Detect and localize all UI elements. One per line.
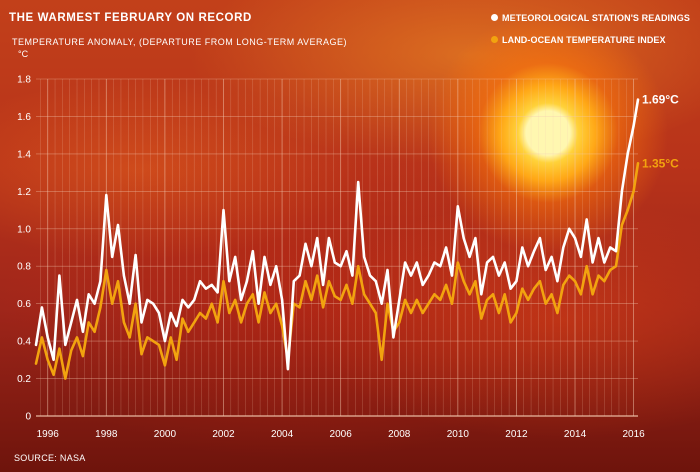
x-tick-label: 2012 [505, 429, 528, 440]
y-tick-label: 1.8 [17, 75, 31, 86]
x-tick-label: 1996 [37, 429, 60, 440]
series-line-land-ocean [34, 162, 640, 380]
source-note: SOURCE: NASA [14, 453, 86, 463]
legend-item-land-ocean: LAND-OCEAN TEMPERATURE INDEX [491, 35, 666, 45]
series-line-station [34, 98, 640, 371]
x-tick-label: 2002 [212, 429, 235, 440]
chart-title: THE WARMEST FEBRUARY ON RECORD [9, 12, 252, 24]
y-tick-label: 0.4 [17, 337, 31, 348]
y-tick-label: 0.8 [17, 262, 31, 273]
legend-swatch-station [491, 14, 498, 21]
legend-item-station: METEOROLOGICAL STATION'S READINGS [491, 13, 690, 23]
y-tick-label: 0 [25, 412, 31, 423]
y-tick-label: 0.6 [17, 299, 31, 310]
x-tick-label: 1998 [95, 429, 118, 440]
legend-swatch-land-ocean [491, 36, 498, 43]
chart-subtitle: TEMPERATURE ANOMALY, (DEPARTURE FROM LON… [12, 37, 348, 47]
x-tick-label: 2004 [271, 429, 294, 440]
end-label-station: 1.69°C [642, 93, 679, 107]
y-tick-label: 1.4 [17, 149, 31, 160]
legend-label-land-ocean: LAND-OCEAN TEMPERATURE INDEX [502, 35, 666, 45]
x-tick-label: 2006 [330, 429, 353, 440]
x-tick-label: 2014 [564, 429, 587, 440]
x-tick-label: 2016 [622, 429, 645, 440]
y-tick-label: 1.2 [17, 187, 31, 198]
legend-label-station: METEOROLOGICAL STATION'S READINGS [502, 13, 690, 23]
end-label-land-ocean: 1.35°C [642, 156, 679, 170]
y-tick-label: 1.6 [17, 112, 31, 123]
y-axis-unit: °C [18, 49, 29, 59]
y-tick-label: 0.2 [17, 374, 31, 385]
x-tick-label: 2008 [388, 429, 411, 440]
x-tick-label: 2010 [447, 429, 470, 440]
y-tick-label: 1.0 [17, 224, 31, 235]
x-tick-label: 2000 [154, 429, 177, 440]
